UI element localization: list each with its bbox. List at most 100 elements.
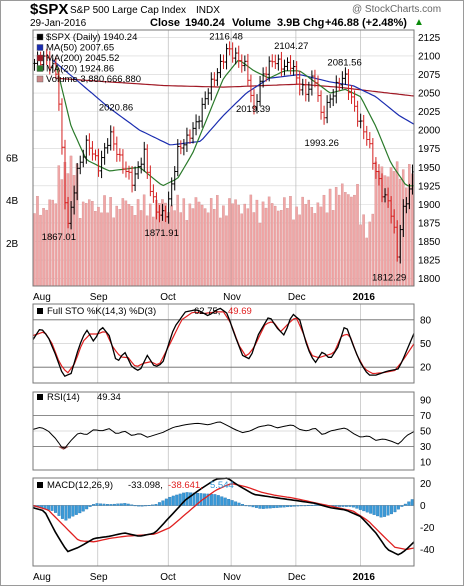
macd-histogram-bar: [209, 494, 213, 506]
volume-bar: [243, 203, 247, 287]
sto-d-series-line: [32, 311, 415, 375]
macd-histogram-bar: [338, 505, 342, 507]
macd-x-label: 2016: [353, 572, 376, 583]
price-y-tick-label: 2000: [418, 126, 441, 137]
volume-bar: [408, 164, 411, 287]
macd-histogram-bar: [244, 505, 248, 507]
volume-bar: [112, 217, 115, 287]
sto-y-tick-label: 80: [420, 315, 432, 326]
macd-histogram-bar: [261, 505, 265, 509]
sto-panel-border: [32, 303, 415, 384]
volume-bar: [45, 209, 48, 287]
volume-bar: [188, 203, 192, 287]
volume-bar: [194, 197, 198, 287]
volume-bar: [298, 214, 301, 287]
volume-bar: [148, 203, 152, 287]
volume-bar: [124, 200, 128, 287]
macd-y-tick-label: 0: [420, 501, 426, 512]
volume-bar: [130, 206, 134, 287]
rsi-legend-label: RSI(14): [47, 392, 80, 403]
macd-histogram-bar: [355, 505, 359, 509]
sto-y-tick-label: 50: [420, 339, 432, 350]
volume-bar: [240, 213, 243, 287]
macd-histogram-bar: [410, 499, 414, 506]
volume-bar: [347, 194, 350, 287]
sto-d-value: 49.69: [228, 306, 252, 317]
volume-bar: [142, 194, 146, 287]
volume-bar: [295, 206, 298, 287]
price-y-tick-label: 1925: [418, 181, 441, 192]
macd-value: -33.098,: [128, 480, 163, 491]
volume-bar: [289, 196, 292, 287]
volume-bar: [231, 203, 234, 287]
volume-bar: [307, 199, 311, 287]
price-legend-entry: $SPX (Daily) 1940.24: [46, 32, 137, 43]
close-value: 1940.24: [185, 17, 225, 29]
macd-histogram-bar: [81, 505, 85, 512]
volume-bar: [222, 205, 225, 287]
volume-bar: [280, 210, 283, 287]
rsi-y-tick-label: 10: [420, 458, 432, 469]
volume-bar: [322, 194, 326, 287]
volume-bar: [51, 199, 54, 287]
macd-histogram-bar: [126, 503, 130, 506]
price-y-tick-label: 1900: [418, 200, 441, 211]
macd-histogram-bar: [88, 505, 92, 507]
volume-bar: [216, 195, 219, 287]
volume-bar: [91, 201, 94, 287]
macd-histogram-bar: [112, 503, 116, 506]
macd-histogram-bar: [220, 496, 224, 506]
macd-legend-swatch: [37, 482, 43, 488]
macd-histogram-bar: [241, 504, 245, 506]
macd-hist-value: 5.544: [210, 480, 234, 491]
volume-bar: [252, 212, 256, 287]
macd-histogram-bar: [279, 505, 283, 508]
volume-bar: [94, 211, 97, 287]
volume-bar: [225, 215, 228, 287]
volume-bar: [182, 198, 186, 287]
volume-bar: [54, 203, 58, 287]
price-y-tick-label: 2100: [418, 51, 441, 62]
volume-bar: [115, 205, 118, 287]
sto-legend-label: Full STO %K(14,3) %D(3): [47, 306, 156, 317]
macd-histogram-bar: [258, 505, 262, 509]
sto-y-tick-label: 20: [420, 363, 432, 374]
macd-histogram-bar: [237, 502, 241, 506]
macd-signal-value: -38.641,: [168, 480, 203, 491]
volume-label: Volume: [232, 17, 271, 29]
macd-histogram-bar: [227, 498, 231, 506]
volume-bar: [310, 207, 314, 287]
price-annotation: 1867.01: [42, 232, 76, 243]
volume-bar: [203, 208, 207, 287]
macd-histogram-bar: [341, 505, 345, 507]
macd-histogram-bar: [362, 505, 366, 512]
volume-bar: [286, 208, 289, 287]
volume-bar: [319, 206, 323, 287]
price-x-label: Nov: [223, 292, 241, 303]
macd-histogram-bar: [372, 505, 376, 515]
price-y-tick-label: 2050: [418, 89, 441, 100]
macd-x-label: Sep: [90, 572, 108, 583]
legend-swatch: [36, 75, 44, 83]
volume-bar: [88, 199, 91, 287]
rsi-legend-swatch: [37, 394, 43, 400]
volume-bar: [127, 204, 131, 287]
legend-swatch: [36, 44, 44, 51]
macd-histogram-bar: [151, 504, 154, 506]
rsi-panel-border: [32, 391, 415, 471]
price-legend-entry: MA(20) 1924.86: [46, 64, 114, 75]
volume-bar: [36, 196, 39, 287]
price-panel-border: [32, 29, 415, 287]
price-x-label: Sep: [90, 292, 108, 303]
volume-bar: [273, 205, 277, 287]
macd-histogram-bar: [119, 503, 123, 506]
macd-histogram-bar: [234, 501, 238, 506]
macd-histogram-bar: [67, 505, 71, 519]
macd-histogram-bar: [293, 505, 296, 507]
macd-histogram-bar: [78, 505, 82, 514]
macd-histogram-bar: [140, 505, 144, 507]
price-x-label: Oct: [160, 292, 176, 303]
macd-histogram-bar: [54, 505, 57, 513]
macd-histogram-bar: [105, 504, 109, 506]
